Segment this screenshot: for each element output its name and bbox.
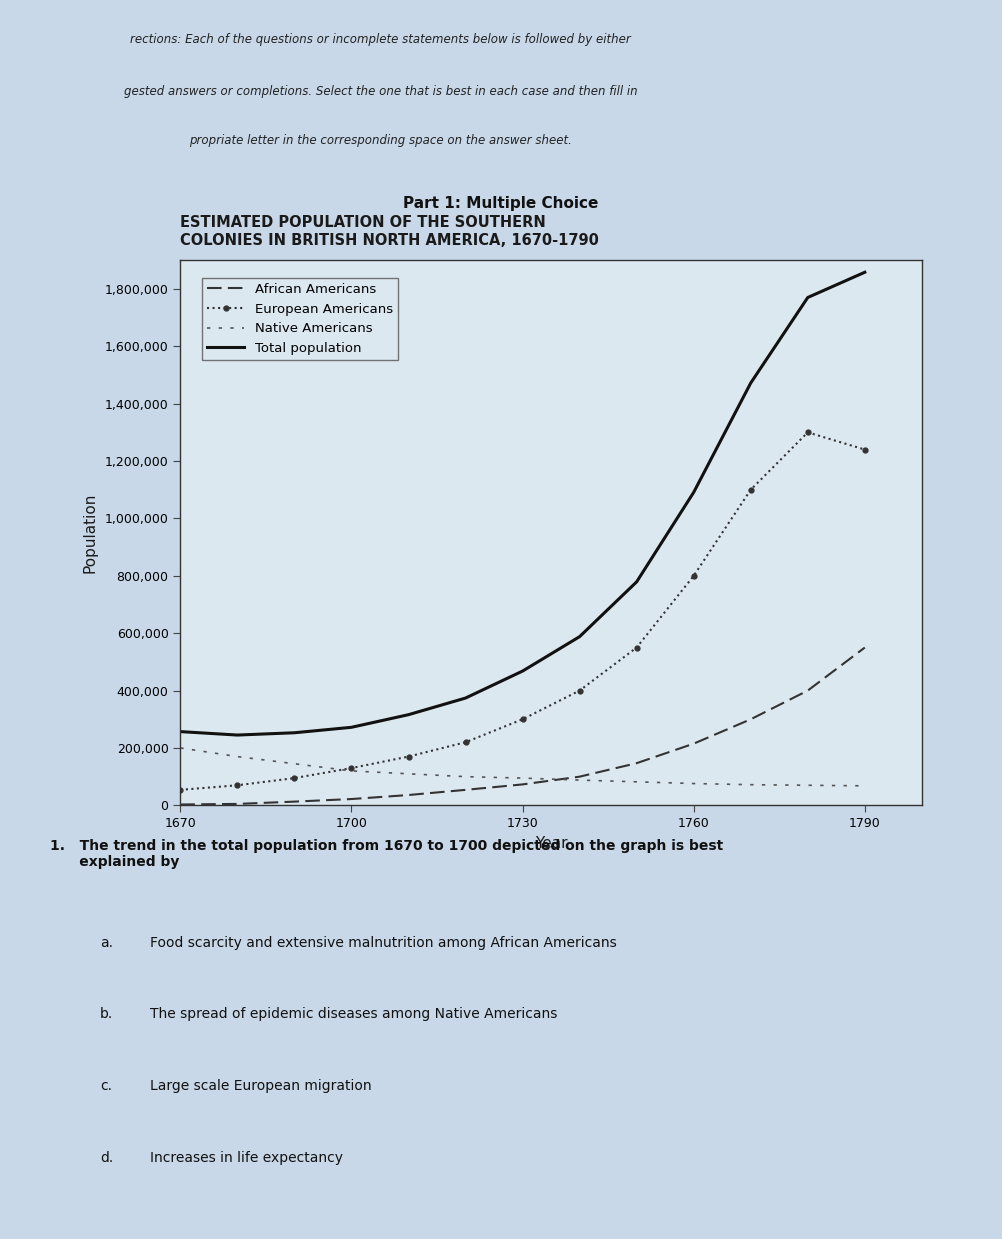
Y-axis label: Population: Population	[83, 493, 98, 572]
Text: The spread of epidemic diseases among Native Americans: The spread of epidemic diseases among Na…	[150, 1007, 558, 1021]
Text: ESTIMATED POPULATION OF THE SOUTHERN
COLONIES IN BRITISH NORTH AMERICA, 1670-179: ESTIMATED POPULATION OF THE SOUTHERN COL…	[180, 216, 599, 248]
Legend: African Americans, European Americans, Native Americans, Total population: African Americans, European Americans, N…	[201, 278, 398, 361]
X-axis label: Year: Year	[535, 836, 567, 851]
Text: 1.   The trend in the total population from 1670 to 1700 depicted on the graph i: 1. The trend in the total population fro…	[50, 839, 723, 869]
Text: Increases in life expectancy: Increases in life expectancy	[150, 1151, 344, 1165]
Text: d.: d.	[100, 1151, 113, 1165]
Text: Food scarcity and extensive malnutrition among African Americans: Food scarcity and extensive malnutrition…	[150, 935, 617, 949]
Text: a.: a.	[100, 935, 113, 949]
Text: Part 1: Multiple Choice: Part 1: Multiple Choice	[404, 196, 598, 212]
Text: rections: Each of the questions or incomplete statements below is followed by ei: rections: Each of the questions or incom…	[130, 33, 631, 46]
Text: gested answers or completions. Select the one that is best in each case and then: gested answers or completions. Select th…	[124, 84, 637, 98]
Text: b.: b.	[100, 1007, 113, 1021]
Text: propriate letter in the corresponding space on the answer sheet.: propriate letter in the corresponding sp…	[189, 134, 572, 146]
Text: Large scale European migration: Large scale European migration	[150, 1079, 372, 1093]
Text: c.: c.	[100, 1079, 112, 1093]
